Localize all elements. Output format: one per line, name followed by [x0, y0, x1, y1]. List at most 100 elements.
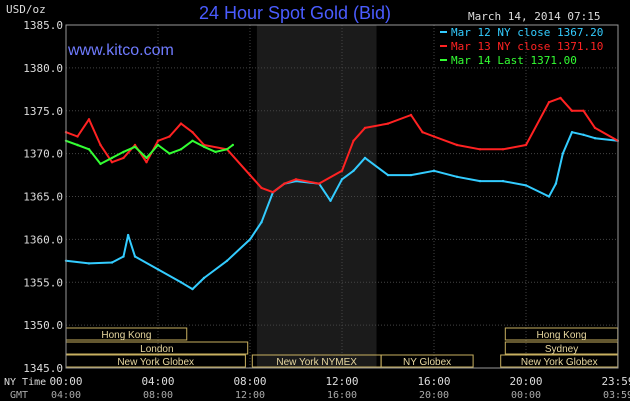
session-label: New York NYMEX	[276, 357, 357, 368]
data-point	[455, 143, 459, 147]
data-point	[593, 137, 597, 140]
data-point	[202, 145, 206, 148]
data-point	[409, 113, 413, 117]
session-label: New York Globex	[117, 357, 194, 368]
x-tick-label-gmt: 16:00	[327, 390, 357, 401]
data-point	[191, 287, 194, 291]
data-point	[76, 143, 79, 147]
data-point	[99, 162, 102, 166]
watermark-url: www.kitco.com	[67, 42, 174, 59]
data-point	[593, 126, 597, 130]
legend-swatch-mar14	[440, 59, 447, 61]
data-point	[455, 175, 459, 178]
data-point	[329, 199, 332, 202]
series-line-3	[65, 139, 234, 165]
data-point	[294, 178, 298, 181]
chart-title: 24 Hour Spot Gold (Bid)	[199, 3, 391, 23]
data-point	[156, 139, 160, 142]
data-point	[110, 156, 114, 160]
data-point	[99, 143, 102, 147]
data-point	[168, 135, 171, 138]
data-point	[110, 161, 114, 164]
data-point	[110, 261, 114, 264]
data-point	[363, 126, 367, 130]
x-axis: 00:00 04:00 04:00 08:00 08:00 12:00 12:00 16:00…	[49, 375, 630, 401]
data-point	[122, 255, 125, 258]
data-point	[432, 135, 436, 138]
data-point	[260, 186, 263, 190]
y-tick-label: 1355.0	[23, 276, 63, 289]
legend-label-mar13: Mar 13 NY close 1371.10	[451, 40, 603, 53]
data-point	[317, 182, 321, 185]
data-point	[421, 131, 424, 134]
x-tick-label-ny: 12:00	[325, 375, 358, 388]
data-point	[386, 122, 390, 125]
data-point	[76, 135, 79, 138]
grid	[65, 24, 619, 369]
data-point	[87, 118, 91, 121]
y-tick-label: 1360.0	[23, 233, 63, 246]
session-label: New York Globex	[521, 357, 598, 368]
data-point	[145, 156, 148, 160]
session-label: London	[140, 344, 173, 355]
x-tick-label-gmt: 04:00	[51, 390, 81, 401]
data-point	[179, 281, 183, 284]
data-point	[214, 150, 217, 154]
data-point	[570, 131, 574, 134]
legend-label-mar12: Mar 12 NY close 1367.20	[451, 26, 603, 39]
data-point	[554, 182, 558, 185]
data-point	[524, 143, 528, 147]
y-tick-label: 1350.0	[23, 319, 63, 332]
session-label: Hong Kong	[101, 330, 151, 341]
data-point	[547, 101, 551, 104]
data-point	[501, 179, 505, 183]
y-tick-label: 1385.0	[23, 19, 63, 32]
data-point	[570, 109, 574, 113]
data-point	[156, 143, 160, 147]
data-point	[352, 169, 355, 172]
data-point	[179, 148, 183, 151]
data-point	[225, 148, 229, 151]
ny-time-label: NY Time	[4, 377, 46, 388]
data-point	[340, 169, 344, 172]
x-tick-label-gmt: 12:00	[235, 390, 265, 401]
session-label: NY Globex	[403, 357, 451, 368]
data-point	[409, 173, 413, 177]
data-point	[145, 161, 148, 164]
data-point	[271, 191, 275, 194]
y-tick-label: 1365.0	[23, 191, 63, 204]
data-point	[133, 255, 137, 258]
data-point	[156, 268, 160, 271]
data-point	[547, 195, 551, 198]
x-tick-label-gmt: 20:00	[419, 390, 449, 401]
data-point	[225, 259, 229, 262]
x-tick-label-gmt: 08:00	[143, 390, 173, 401]
data-point	[179, 122, 183, 125]
data-point	[248, 238, 252, 241]
data-point	[260, 221, 263, 224]
data-point	[561, 152, 564, 155]
data-point	[191, 131, 194, 134]
x-tick-label-ny: 23:59	[601, 375, 630, 388]
data-point	[283, 182, 286, 185]
y-tick-label: 1380.0	[23, 62, 63, 75]
data-point	[386, 173, 390, 177]
price-lines	[64, 96, 619, 291]
plot-border	[65, 24, 619, 369]
session-label: Sydney	[545, 344, 578, 355]
y-axis: 1385.0 1380.0 1375.0 1370.0 1365.0 1360.0 1355…	[23, 19, 63, 375]
data-point	[432, 169, 436, 172]
x-tick-label-ny: 20:00	[509, 375, 542, 388]
session-label: Hong Kong	[537, 330, 587, 341]
legend-swatch-mar13	[440, 45, 447, 47]
data-point	[340, 178, 344, 181]
y-tick-label: 1345.0	[23, 362, 63, 375]
x-tick-label-ny: 00:00	[49, 375, 82, 388]
data-point	[133, 143, 137, 147]
data-point	[501, 148, 505, 151]
x-tick-label-gmt: 03:59	[603, 390, 630, 401]
data-point	[87, 148, 91, 151]
y-tick-label: 1375.0	[23, 105, 63, 118]
data-point	[582, 109, 585, 113]
